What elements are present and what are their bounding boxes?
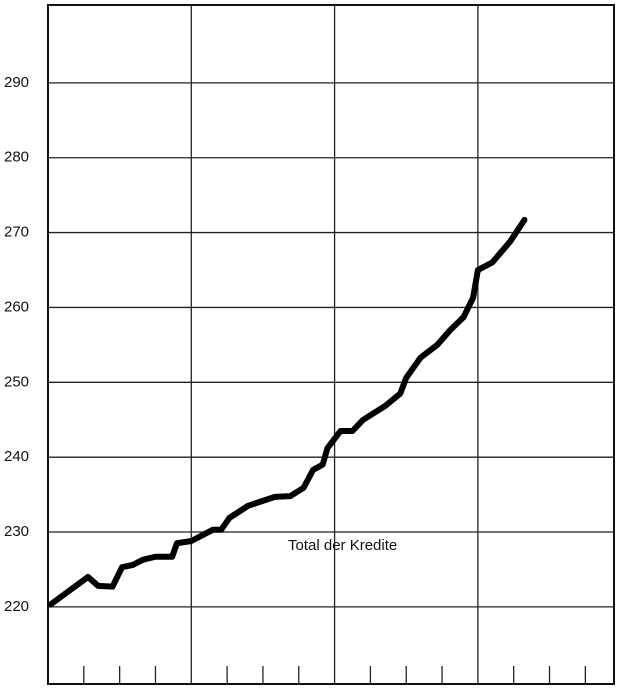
- annotation: Total der Kredite: [288, 537, 397, 554]
- y-tick-label: 230: [4, 523, 29, 540]
- y-tick-label: 260: [4, 298, 29, 315]
- y-tick-label: 280: [4, 149, 29, 166]
- y-tick-label: 250: [4, 373, 29, 390]
- y-tick-label: 220: [4, 598, 29, 615]
- data-line: [47, 216, 528, 608]
- y-tick-label: 270: [4, 224, 29, 241]
- y-tick-label: 240: [4, 448, 29, 465]
- y-tick-label: 290: [4, 74, 29, 91]
- plot-frame: [47, 4, 615, 685]
